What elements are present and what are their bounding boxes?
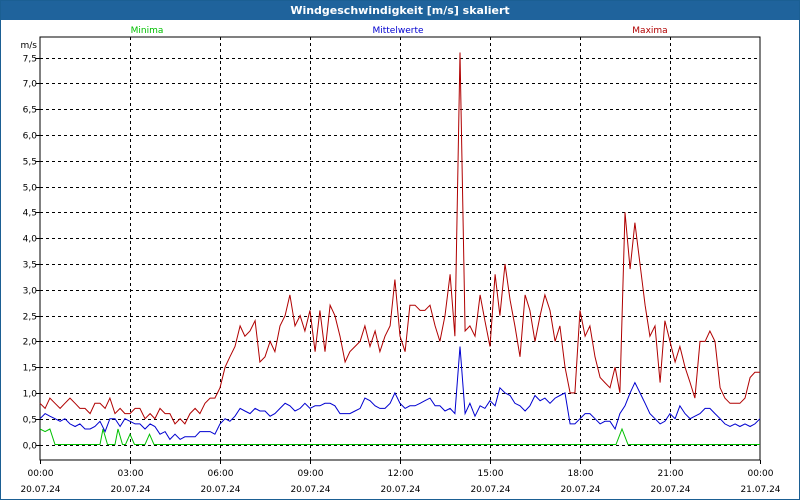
y-tick-label: 5,0 [23, 184, 38, 194]
y-axis-label: m/s [21, 41, 38, 51]
x-tick-label-date: 20.07.24 [470, 485, 510, 495]
y-tick-label: 3,5 [23, 261, 37, 271]
window-title: Windgeschwindigkeit [m/s] skaliert [1, 1, 799, 20]
x-tick-label-date: 20.07.24 [290, 485, 330, 495]
x-tick-label-time: 18:00 [568, 469, 594, 479]
y-tick-label: 2,0 [23, 338, 38, 348]
legend-maxima: Maxima [632, 26, 667, 36]
x-tick-label-time: 03:00 [118, 469, 144, 479]
x-tick-label-date: 20.07.24 [200, 485, 240, 495]
x-tick-label-date: 20.07.24 [380, 485, 420, 495]
y-tick-label: 7,0 [23, 80, 38, 90]
y-tick-label: 4,0 [23, 235, 38, 245]
series-line-mittelwerte [39, 346, 761, 441]
x-tick-label-date: 20.07.24 [560, 485, 600, 495]
y-tick-label: 3,0 [23, 287, 38, 297]
y-tick-label: 0,0 [23, 442, 38, 452]
x-tick-label-time: 00:00 [748, 469, 774, 479]
y-tick-label: 2,5 [23, 313, 37, 323]
x-tick-label-time: 00:00 [28, 469, 54, 479]
y-tick-label: 5,5 [23, 158, 37, 168]
x-tick-label-time: 09:00 [298, 469, 324, 479]
x-tick-label-date: 20.07.24 [110, 485, 150, 495]
x-tick-label-time: 15:00 [478, 469, 504, 479]
x-tick-label-date: 20.07.24 [650, 485, 690, 495]
legend-mittelwerte: Mittelwerte [372, 26, 423, 36]
legend-minima: Minima [131, 26, 164, 36]
series-line-minima [39, 427, 760, 445]
x-tick-label-time: 12:00 [388, 469, 414, 479]
y-tick-label: 4,5 [23, 209, 37, 219]
y-tick-label: 0,5 [23, 416, 37, 426]
y-tick-label: 6,0 [23, 132, 38, 142]
y-tick-label: 6,5 [23, 106, 37, 116]
x-tick-label-date: 21.07.24 [740, 485, 780, 495]
x-tick-label-time: 21:00 [658, 469, 684, 479]
y-tick-label: 1,5 [23, 364, 37, 374]
x-tick-label-date: 20.07.24 [20, 485, 60, 495]
x-tick-label-time: 06:00 [208, 469, 234, 479]
series-line-maxima [39, 52, 760, 425]
y-tick-label: 7,5 [23, 55, 37, 65]
y-tick-label: 1,0 [23, 390, 38, 400]
